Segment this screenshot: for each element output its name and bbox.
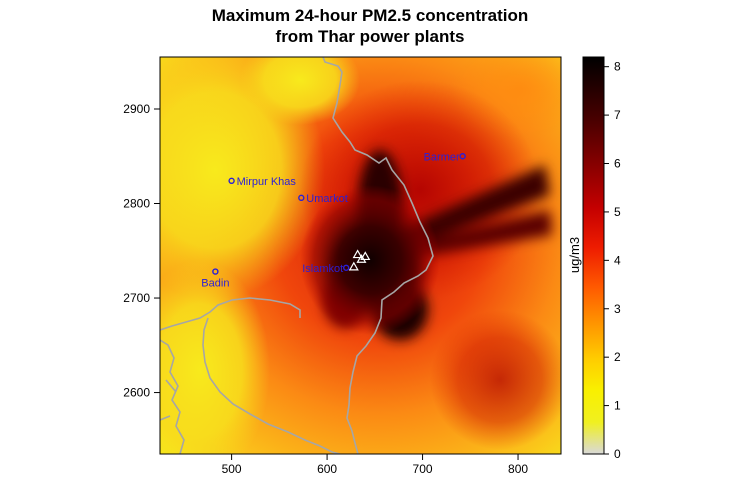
boundary-lines (160, 57, 434, 454)
city-label: Badin (201, 278, 229, 290)
x-axis: 500 600 700 800 (222, 454, 528, 476)
y-tick-label: 2600 (123, 386, 150, 400)
city-marker (212, 268, 219, 275)
map-title-line1: Maximum 24-hour PM2.5 concentration (212, 6, 528, 25)
y-tick-label: 2800 (123, 197, 150, 211)
city-label: Mirpur Khas (237, 176, 297, 188)
map-frame (159, 56, 562, 455)
x-tick-label: 800 (508, 462, 528, 476)
colorbar-tick-label: 2 (614, 350, 621, 364)
power-plant-markers (348, 249, 371, 271)
colorbar-tick-label: 5 (614, 205, 621, 219)
power-plant-marker (348, 261, 359, 271)
y-axis: 2900 2800 2700 2600 (123, 102, 160, 400)
colorbar-tick-label: 3 (614, 302, 621, 316)
colorbar-ticks: 0 1 2 3 4 5 6 7 8 (604, 60, 621, 461)
y-tick-label: 2900 (123, 102, 150, 116)
international-border (322, 57, 434, 454)
x-tick-label: 500 (222, 462, 242, 476)
colorbar (583, 57, 604, 454)
power-plant-marker (352, 249, 363, 259)
colorbar-tick-label: 4 (614, 253, 621, 267)
city-marker (342, 264, 350, 271)
colorbar-tick-label: 8 (614, 60, 621, 74)
city-markers: Mirpur Khas Umarkot Badin Islamkot Barmer (201, 151, 466, 290)
colorbar-tick-label: 6 (614, 157, 621, 171)
power-plant-marker (356, 254, 367, 263)
colorbar-tick-label: 7 (614, 108, 621, 122)
power-plant-marker (360, 251, 371, 261)
colorbar-tick-label: 1 (614, 399, 621, 413)
indus-delta (160, 339, 185, 454)
city-label: Umarkot (306, 193, 348, 205)
city-marker (228, 177, 235, 185)
y-tick-label: 2700 (123, 291, 150, 305)
city-label: Islamkot (302, 263, 343, 275)
x-tick-label: 600 (317, 462, 337, 476)
colorbar-tick-label: 0 (614, 447, 621, 461)
map-title-line2: from Thar power plants (276, 27, 465, 46)
city-label: Barmer (424, 151, 460, 163)
colorbar-frame (582, 56, 605, 455)
coastline (160, 297, 341, 454)
colorbar-label: ug/m3 (567, 237, 582, 273)
x-tick-label: 700 (413, 462, 433, 476)
city-marker (459, 153, 466, 160)
city-marker (298, 194, 305, 202)
